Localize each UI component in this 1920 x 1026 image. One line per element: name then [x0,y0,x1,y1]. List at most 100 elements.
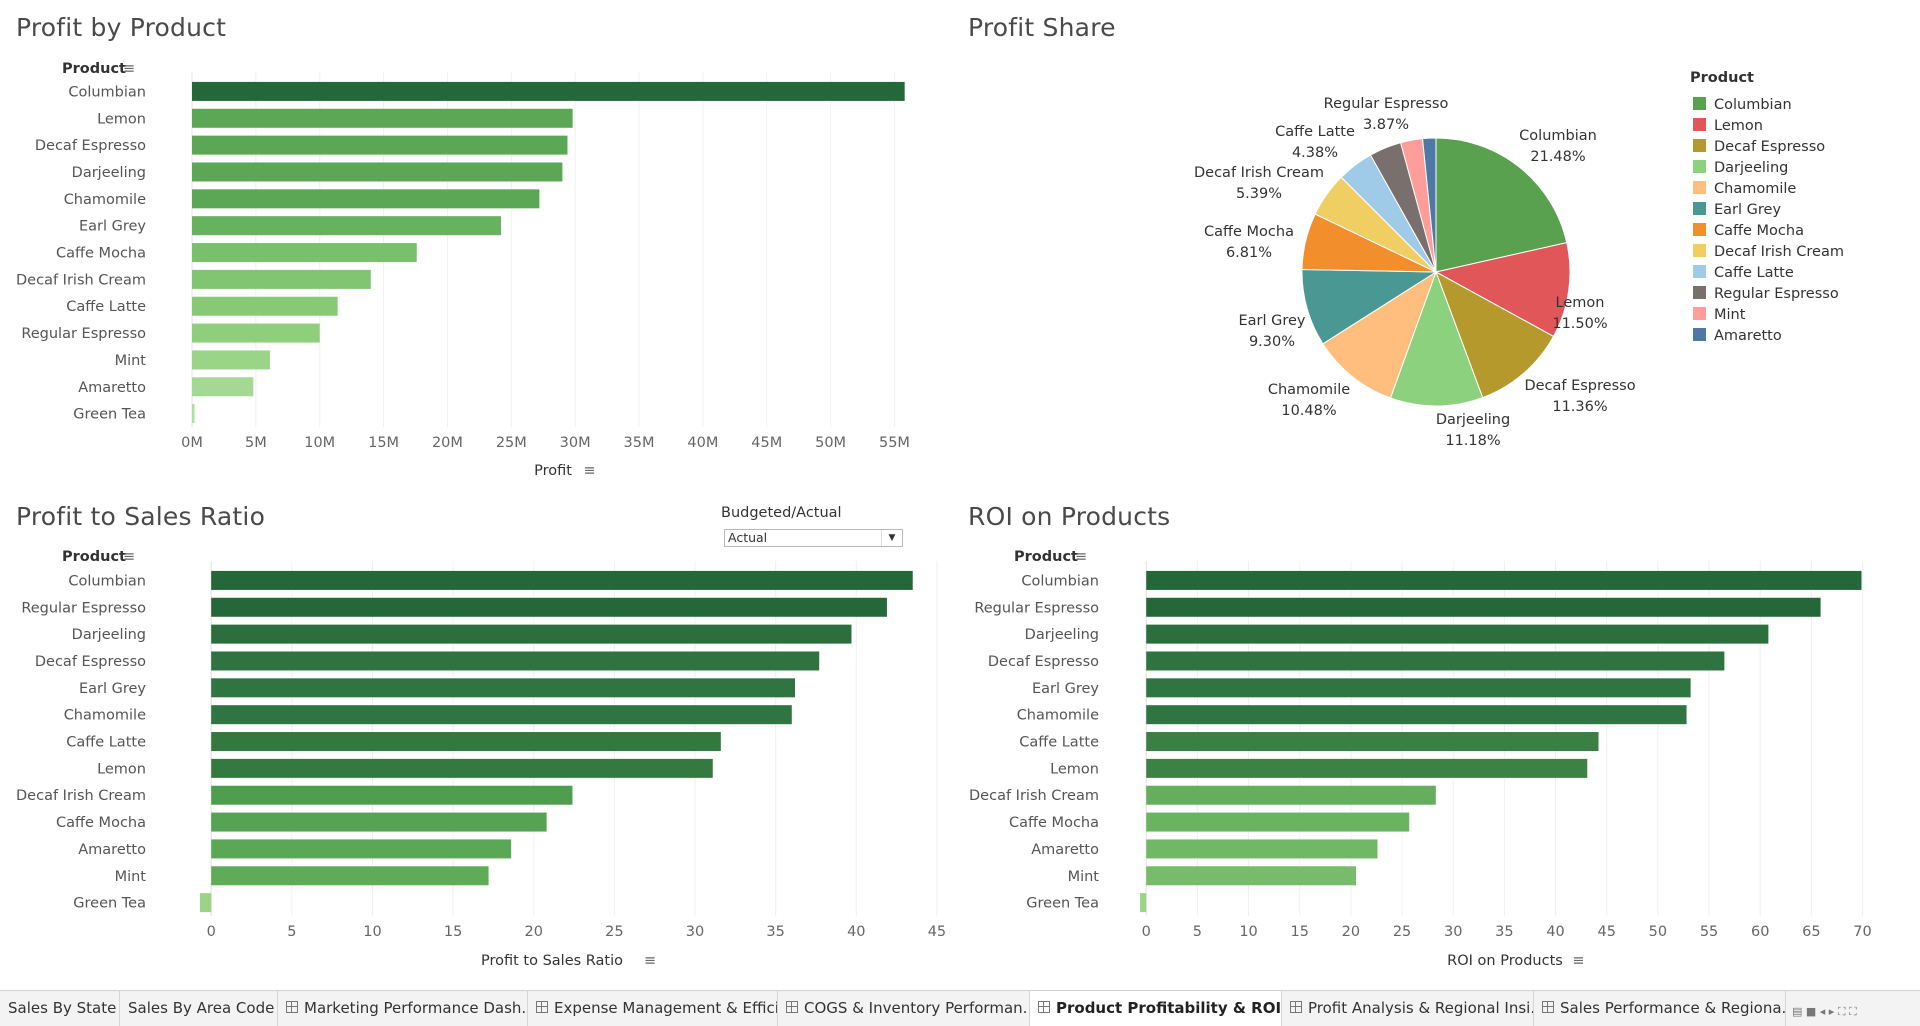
bar-darjeeling[interactable] [192,162,563,182]
legend-item-caffe-mocha[interactable]: Caffe Mocha [1714,223,1804,239]
legend-item-mint[interactable]: Mint [1714,307,1746,323]
profit-to-sales-chart[interactable]: Product≡0 5 10 15 20 25 30 35 40 45ColumbianRegul… [0,0,960,985]
bar-caffe-mocha[interactable] [192,243,417,263]
sheet-nav-controls[interactable]: ▤ ■ ◂ ▸ ⛶ ⛶ [1792,1005,1857,1018]
profit-to-sales-title: Profit to Sales Ratio [16,502,266,531]
pie-label-name-decaf-irish-cream: Decaf Irish Cream [1194,165,1324,181]
chevron-down-icon[interactable]: ▼ [881,530,902,546]
bar-green-tea[interactable] [1140,893,1147,913]
bar-regular-espresso[interactable] [1146,597,1821,617]
pie-slice-darjeeling[interactable] [1389,270,1484,407]
bar-mint[interactable] [1146,866,1357,886]
category-label-chamomile: Chamomile [64,192,146,208]
tick-label: 50 [1649,924,1667,940]
legend-swatch-decaf-irish-cream [1693,244,1706,257]
bar-regular-espresso[interactable] [211,597,887,617]
tab-sales-performance-regiona[interactable]: Sales Performance & Regiona... [1534,991,1786,1026]
legend-item-columbian[interactable]: Columbian [1714,97,1792,113]
bar-mint[interactable] [192,350,270,370]
legend-item-darjeeling[interactable]: Darjeeling [1714,160,1788,176]
bar-amaretto[interactable] [192,377,254,397]
tab-label: COGS & Inventory Performan... [804,999,1030,1017]
bar-decaf-irish-cream[interactable] [1146,785,1436,805]
bar-columbian[interactable] [192,81,905,101]
tick-label: 40M [687,435,718,451]
legend-item-lemon[interactable]: Lemon [1714,118,1763,134]
bar-decaf-irish-cream[interactable] [211,785,573,805]
pie-label-value-darjeeling: 11.18% [1445,433,1500,449]
bar-columbian[interactable] [1146,570,1862,590]
bar-mint[interactable] [211,866,489,886]
pie-slice-columbian[interactable] [1435,137,1568,273]
bar-caffe-latte[interactable] [192,296,338,316]
category-label-earl-grey: Earl Grey [79,681,146,697]
category-header: Product [62,549,126,565]
legend-item-caffe-latte[interactable]: Caffe Latte [1714,265,1794,281]
category-label-caffe-latte: Caffe Latte [66,735,146,751]
profit-share-chart[interactable]: Columbian 21.48% Lemon 11.50% Decaf Espresso… [960,0,1920,490]
tick-label: 45 [928,924,946,940]
tick-label: 35M [624,435,655,451]
bar-lemon[interactable] [211,758,713,778]
category-label-chamomile: Chamomile [1017,708,1099,724]
category-label-mint: Mint [115,869,147,885]
pie-slice-earl-grey[interactable] [1301,268,1438,345]
bar-decaf-irish-cream[interactable] [192,269,371,289]
pie-slice-decaf-espresso[interactable] [1435,270,1555,399]
tab-product-profitability-roi-a[interactable]: Product Profitability & ROI A... [1030,991,1282,1026]
legend-item-amaretto[interactable]: Amaretto [1714,328,1782,344]
bar-chamomile[interactable] [211,705,792,725]
category-label-decaf-espresso: Decaf Espresso [35,654,146,670]
category-label-decaf-irish-cream: Decaf Irish Cream [969,788,1099,804]
bar-chamomile[interactable] [1146,705,1687,725]
bar-green-tea[interactable] [192,404,195,424]
tick-label: 45 [1597,924,1615,940]
pie-label-name-caffe-mocha: Caffe Mocha [1204,224,1294,240]
bar-caffe-latte[interactable] [211,732,721,752]
bar-caffe-mocha[interactable] [1146,812,1410,832]
pie-label-value-chamomile: 10.48% [1281,403,1336,419]
tab-sales-by-area-code[interactable]: Sales By Area Code [120,991,278,1026]
legend-item-regular-espresso[interactable]: Regular Espresso [1714,286,1839,302]
pie-label-name-darjeeling: Darjeeling [1436,412,1510,428]
bar-decaf-espresso[interactable] [192,135,568,155]
bar-chamomile[interactable] [192,189,540,209]
tab-marketing-performance-dash[interactable]: Marketing Performance Dash... [278,991,528,1026]
bar-regular-espresso[interactable] [192,323,320,343]
pie-slice-chamomile[interactable] [1322,270,1437,399]
tab-expense-management-effici[interactable]: Expense Management & Effici... [528,991,778,1026]
sort-icon: ≡ [584,463,596,479]
bar-darjeeling[interactable] [1146,624,1769,644]
tab-profit-analysis-regional-insi[interactable]: Profit Analysis & Regional Insi... [1282,991,1534,1026]
pie-slice-amaretto[interactable] [1422,137,1437,273]
tab-cogs-inventory-performan[interactable]: COGS & Inventory Performan... [778,991,1030,1026]
bar-lemon[interactable] [1146,758,1588,778]
bar-earl-grey[interactable] [211,678,796,698]
roi-chart[interactable]: Product≡0 5 10 15 20 25 30 35 40 45 50 55 60 65 70Colu… [0,0,1920,985]
legend-item-decaf-espresso[interactable]: Decaf Espresso [1714,139,1825,155]
bar-amaretto[interactable] [211,839,512,859]
legend-item-chamomile[interactable]: Chamomile [1714,181,1796,197]
bar-caffe-latte[interactable] [1146,732,1599,752]
bar-caffe-mocha[interactable] [211,812,547,832]
profit-by-product-chart[interactable]: Product≡0M 5M 10M 15M 20M 25M 30M 35M 40M 45M 50M 5… [0,0,960,490]
bar-lemon[interactable] [192,108,573,128]
bar-decaf-espresso[interactable] [1146,651,1725,671]
legend-item-decaf-irish-cream[interactable]: Decaf Irish Cream [1714,244,1844,260]
bar-decaf-espresso[interactable] [211,651,820,671]
tab-label: Profit Analysis & Regional Insi... [1308,999,1534,1017]
sort-icon: ≡ [1075,549,1087,565]
tab-sales-by-state[interactable]: Sales By State [0,991,120,1026]
bar-earl-grey[interactable] [192,216,502,236]
bar-amaretto[interactable] [1146,839,1378,859]
pie-slice-lemon[interactable] [1434,242,1571,338]
tick-label: 70 [1853,924,1871,940]
budgeted-actual-dropdown[interactable]: Actual ▼ [724,529,903,547]
tick-label: 0M [181,435,203,451]
bar-green-tea[interactable] [199,893,212,913]
bar-earl-grey[interactable] [1146,678,1691,698]
category-label-decaf-espresso: Decaf Espresso [35,138,146,154]
bar-darjeeling[interactable] [211,624,852,644]
legend-item-earl-grey[interactable]: Earl Grey [1714,202,1781,218]
bar-columbian[interactable] [211,570,913,590]
